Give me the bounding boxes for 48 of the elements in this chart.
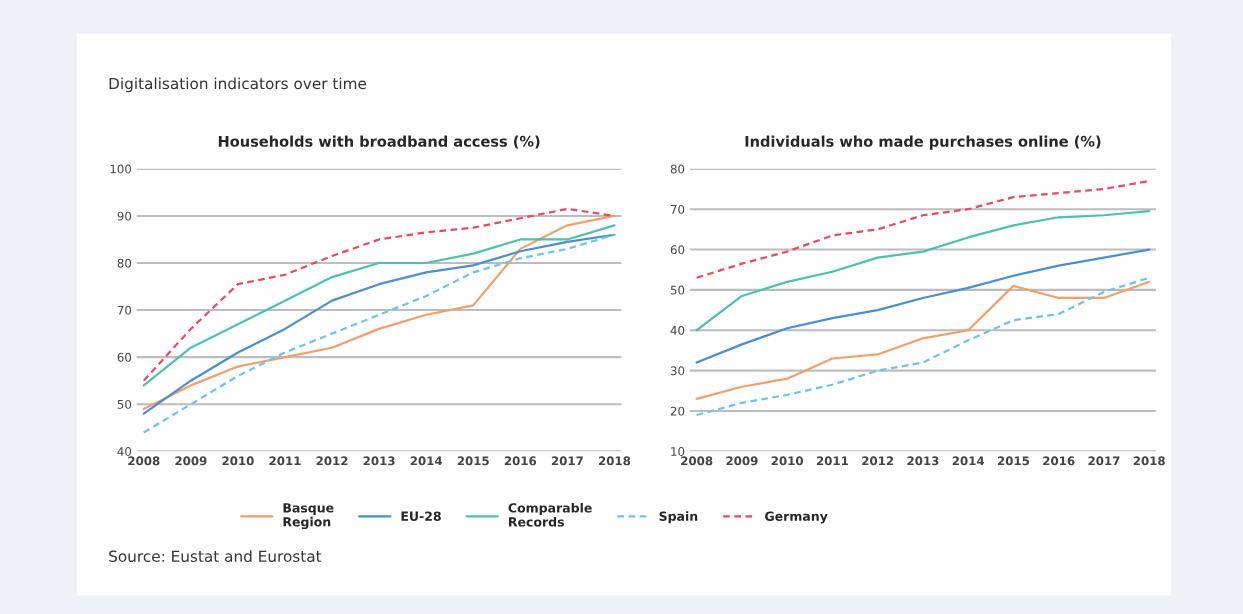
x-tick-label: 2014	[410, 456, 443, 466]
legend-label: Comparable Records	[508, 502, 592, 527]
y-tick-label: 40	[670, 325, 685, 335]
x-tick-label: 2017	[551, 456, 583, 466]
x-tick-label: 2010	[771, 456, 804, 466]
legend-label: Basque Region	[283, 503, 334, 530]
y-tick-label: 50	[670, 285, 685, 295]
x-tick-label: 2016	[504, 456, 537, 466]
y-tick-label: 70	[670, 204, 685, 214]
y-tick-label: 10	[671, 447, 685, 456]
x-tick-label: 2012	[862, 456, 894, 466]
y-tick-label: 60	[670, 245, 685, 255]
line-series	[695, 210, 1151, 332]
source-note: Source: Eustat and Eurostat	[109, 550, 322, 563]
x-tick-label: 2014	[952, 456, 985, 466]
x-tick-label: 2012	[316, 456, 348, 466]
x-tick-label: 2009	[175, 456, 207, 466]
x-tick-label: 2008	[681, 456, 713, 466]
x-tick-label: 2015	[997, 456, 1030, 466]
x-tick-label: 2010	[222, 456, 254, 466]
chart-title: Individuals who made purchases online (%)	[745, 135, 1101, 150]
legend-label: Germany	[765, 511, 828, 524]
x-tick-label: 2008	[128, 456, 160, 466]
y-tick-label: 70	[117, 305, 132, 315]
y-tick-label: 90	[117, 211, 132, 221]
x-tick-label: 2013	[363, 456, 395, 466]
legend-label: Spain	[659, 511, 698, 524]
x-tick-label: 2013	[907, 456, 939, 466]
legend-label: EU-28	[401, 511, 441, 521]
y-tick-label: 100	[110, 164, 132, 174]
x-tick-label: 2018	[598, 456, 631, 466]
x-tick-label: 2018	[1133, 456, 1165, 466]
y-tick-label: 80	[670, 164, 685, 174]
x-tick-label: 2017	[1088, 456, 1120, 466]
x-tick-label: 2011	[269, 456, 301, 466]
y-tick-label: 30	[670, 366, 685, 376]
line-series	[695, 248, 1151, 364]
x-tick-label: 2016	[1043, 456, 1075, 466]
text: Digitalisation indicators over time	[109, 77, 367, 93]
y-tick-label: 50	[117, 399, 132, 409]
y-tick-label: 80	[117, 258, 132, 268]
x-tick-label: 2009	[726, 456, 758, 466]
x-tick-label: 2015	[457, 456, 489, 466]
y-tick-label: 60	[117, 352, 132, 362]
chart-title: Households with broadband access (%)	[218, 135, 540, 149]
y-tick-label: 20	[670, 406, 685, 416]
y-tick-label: 40	[117, 447, 132, 456]
x-tick-label: 2011	[816, 456, 849, 466]
